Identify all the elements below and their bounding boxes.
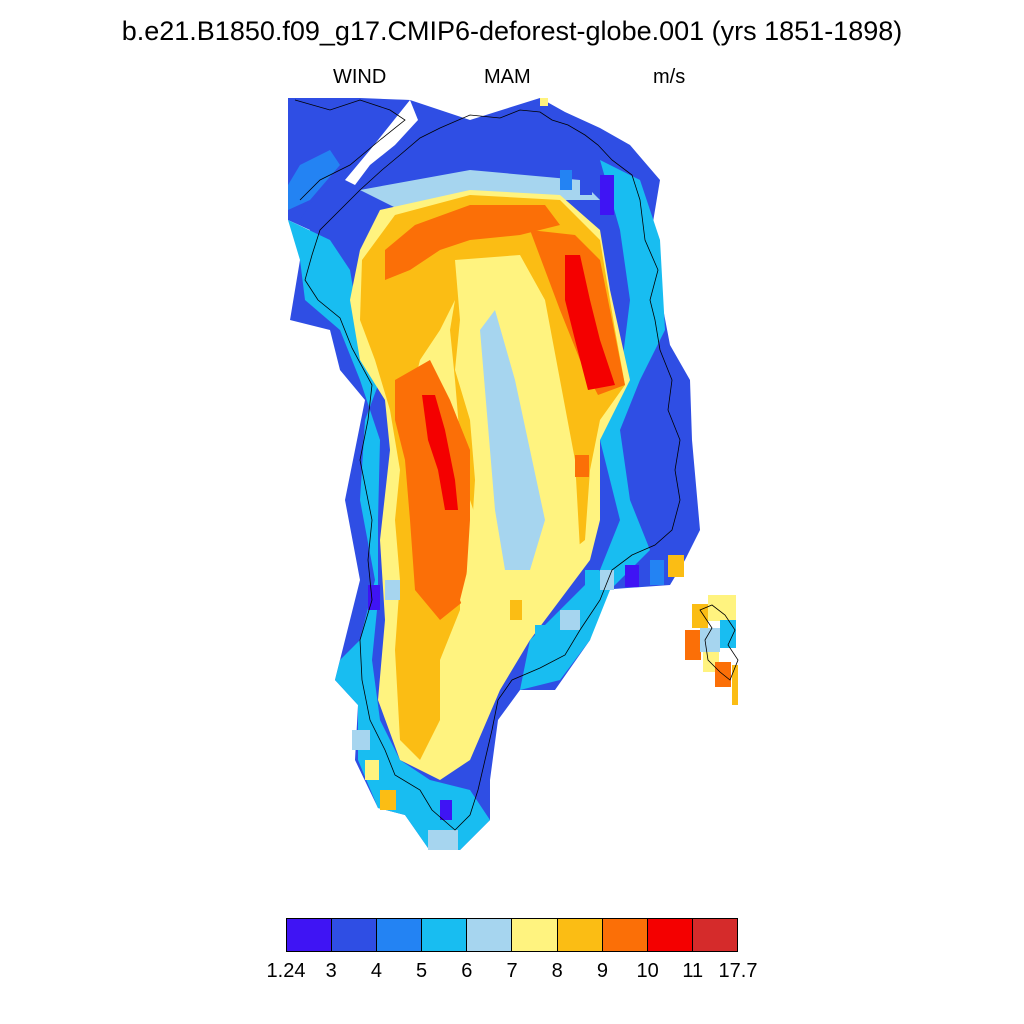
grid-cell — [440, 800, 452, 820]
coastline-path — [294, 99, 406, 201]
colorbar-swatch — [377, 919, 423, 951]
colorbar-tick-label: 4 — [370, 960, 382, 982]
grid-cell — [380, 790, 396, 810]
colorbar-swatch — [647, 919, 693, 951]
outer-blue-zone — [288, 150, 340, 210]
coastline — [294, 99, 739, 831]
grid-cell — [720, 620, 736, 648]
coastline-path — [304, 109, 681, 831]
grid-cell — [580, 175, 592, 195]
grid-cell — [630, 420, 650, 450]
wind-field — [288, 98, 738, 850]
colorbar-swatch — [557, 919, 603, 951]
grid-cell — [700, 628, 720, 652]
peak-wind-zone — [565, 255, 615, 390]
grid-cell — [600, 570, 614, 590]
season-label: MAM — [484, 66, 531, 88]
colorbar-tick-label: 1.24 — [266, 960, 306, 982]
variable-label: WIND — [333, 66, 387, 88]
grid-cell — [600, 175, 614, 215]
grid-cell — [428, 830, 458, 850]
grid-cell — [625, 565, 639, 587]
colorbar-tick-label: 7 — [506, 960, 518, 982]
grid-cell — [650, 560, 664, 585]
grid-cell — [685, 630, 701, 660]
coastal-wind-zone — [360, 170, 600, 210]
grid-cell — [668, 555, 684, 577]
grid-cell — [708, 595, 736, 621]
colorbar-tick-label: 6 — [461, 960, 473, 982]
interior-zone — [480, 310, 545, 570]
high-wind-zone — [385, 205, 560, 280]
colorbar-tick-label: 3 — [325, 960, 337, 982]
no-data-gap — [345, 100, 418, 185]
colorbar — [286, 918, 738, 952]
colorbar-tick-label: 11 — [682, 960, 704, 982]
coastal-wind-zone — [288, 220, 490, 850]
map-title: b.e21.B1850.f09_g17.CMIP6-deforest-globe… — [121, 16, 903, 46]
grid-cell — [585, 570, 599, 590]
grid-cell — [692, 604, 708, 628]
colorbar-tick-label: 5 — [416, 960, 428, 982]
colorbar-swatch — [467, 919, 513, 951]
grid-cell — [645, 480, 675, 520]
high-wind-zone — [395, 360, 470, 620]
colorbar-swatch — [422, 919, 468, 951]
units-label: m/s — [653, 66, 686, 88]
grid-cell — [575, 455, 589, 477]
colorbar-swatch — [287, 919, 333, 951]
colorbar-tick-label: 17.7 — [718, 960, 758, 982]
coastline-path — [699, 604, 739, 681]
colorbar-tick-label: 8 — [551, 960, 563, 982]
colorbar-tick-label: 9 — [596, 960, 608, 982]
colorbar-swatch — [512, 919, 558, 951]
grid-cell — [560, 170, 572, 190]
grid-cell — [540, 98, 548, 106]
colorbar-swatch — [602, 919, 648, 951]
peak-wind-zone — [422, 395, 458, 510]
grid-cell — [385, 580, 400, 600]
grid-cell — [510, 600, 522, 620]
colorbar-tick-label: 10 — [636, 960, 659, 982]
grid-cell — [560, 610, 580, 630]
grid-cell — [365, 760, 379, 780]
grid-cell — [352, 730, 370, 750]
colorbar-swatch — [332, 919, 378, 951]
grid-cell — [732, 665, 738, 705]
colorbar-swatch — [692, 919, 737, 951]
